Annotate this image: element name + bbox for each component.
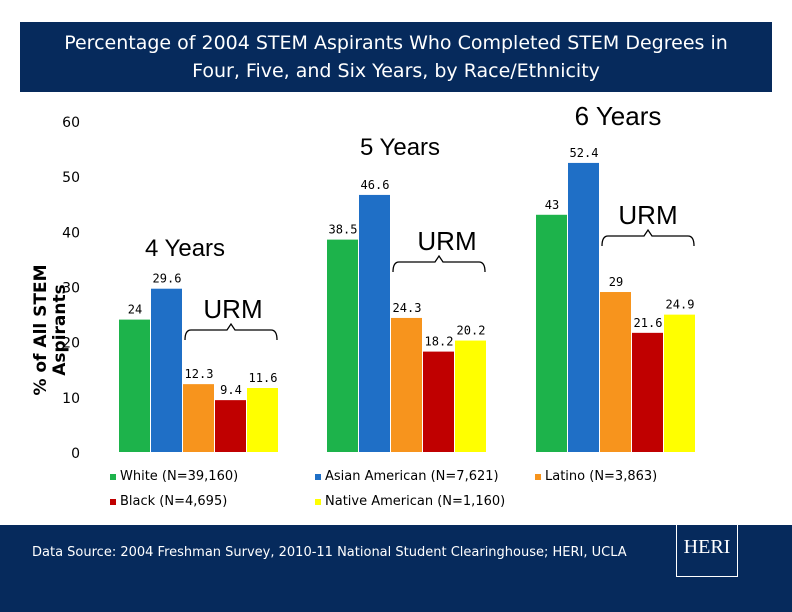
data-source-text: Data Source: 2004 Freshman Survey, 2010-… xyxy=(32,545,627,560)
data-label: 24.3 xyxy=(393,301,422,315)
data-label: 24.9 xyxy=(666,298,695,312)
legend-swatch xyxy=(315,498,321,505)
chart-title-line-2: Four, Five, and Six Years, by Race/Ethni… xyxy=(192,60,600,82)
legend-label: Latino (N=3,863) xyxy=(545,469,658,484)
legend-label: Black (N=4,695) xyxy=(120,494,228,509)
bar xyxy=(455,340,486,452)
legend-item: Native American (N=1,160) xyxy=(315,494,505,509)
title-bar: Percentage of 2004 STEM Aspirants Who Co… xyxy=(20,22,772,92)
data-label: 29 xyxy=(609,275,623,289)
legend-item: Asian American (N=7,621) xyxy=(315,469,499,484)
bar xyxy=(183,384,214,452)
data-label: 9.4 xyxy=(220,383,242,397)
data-label: 11.6 xyxy=(249,371,278,385)
group-label: 4 Years xyxy=(145,235,225,262)
data-label: 20.2 xyxy=(457,324,486,338)
bar xyxy=(119,319,150,452)
y-tick-label: 30 xyxy=(62,281,80,297)
legend-item: Black (N=4,695) xyxy=(110,494,227,509)
data-label: 29.6 xyxy=(153,272,182,286)
bar xyxy=(151,288,182,452)
y-tick-label: 60 xyxy=(62,115,80,131)
bar xyxy=(423,351,454,452)
bar xyxy=(664,314,695,452)
footer: Data Source: 2004 Freshman Survey, 2010-… xyxy=(0,525,792,612)
urm-bracket xyxy=(184,322,278,341)
y-tick-label: 50 xyxy=(62,170,80,186)
bar xyxy=(327,239,358,452)
legend-swatch xyxy=(315,473,321,480)
urm-label: URM xyxy=(203,294,262,324)
y-tick-label: 10 xyxy=(62,391,80,407)
data-label: 38.5 xyxy=(329,223,358,237)
data-label: 12.3 xyxy=(185,367,214,381)
urm-bracket xyxy=(392,254,486,273)
heri-logo: HERI xyxy=(676,525,738,577)
data-label: 43 xyxy=(545,198,559,212)
chart-title-line-1: Percentage of 2004 STEM Aspirants Who Co… xyxy=(64,32,728,54)
bar xyxy=(215,400,246,452)
y-tick-label: 0 xyxy=(71,446,80,462)
bar xyxy=(568,162,599,452)
y-tick-label: 20 xyxy=(62,336,80,352)
data-label: 52.4 xyxy=(570,146,599,160)
data-label: 18.2 xyxy=(425,335,454,349)
legend-label: White (N=39,160) xyxy=(120,469,239,484)
urm-label: URM xyxy=(618,200,677,230)
data-label: 46.6 xyxy=(361,178,390,192)
urm-bracket xyxy=(601,228,695,247)
bar xyxy=(632,332,663,452)
bar xyxy=(600,292,631,452)
y-tick-label: 40 xyxy=(62,225,80,241)
legend-swatch xyxy=(110,473,116,480)
data-label: 24 xyxy=(128,303,142,317)
legend-swatch xyxy=(110,498,116,505)
legend-item: Latino (N=3,863) xyxy=(535,469,657,484)
bar xyxy=(359,194,390,452)
bar xyxy=(247,388,278,452)
legend-label: Asian American (N=7,621) xyxy=(325,469,499,484)
bar xyxy=(391,317,422,452)
legend-item: White (N=39,160) xyxy=(110,469,238,484)
group-label: 6 Years xyxy=(575,101,662,131)
group-label: 5 Years xyxy=(360,134,440,161)
y-axis-label: % of All STEMAspirants xyxy=(31,264,70,395)
legend: White (N=39,160) Asian American (N=7,621)… xyxy=(110,469,710,519)
bar xyxy=(536,214,567,452)
legend-swatch xyxy=(535,473,541,480)
legend-label: Native American (N=1,160) xyxy=(325,494,506,509)
urm-label: URM xyxy=(417,226,476,256)
data-label: 21.6 xyxy=(634,316,663,330)
